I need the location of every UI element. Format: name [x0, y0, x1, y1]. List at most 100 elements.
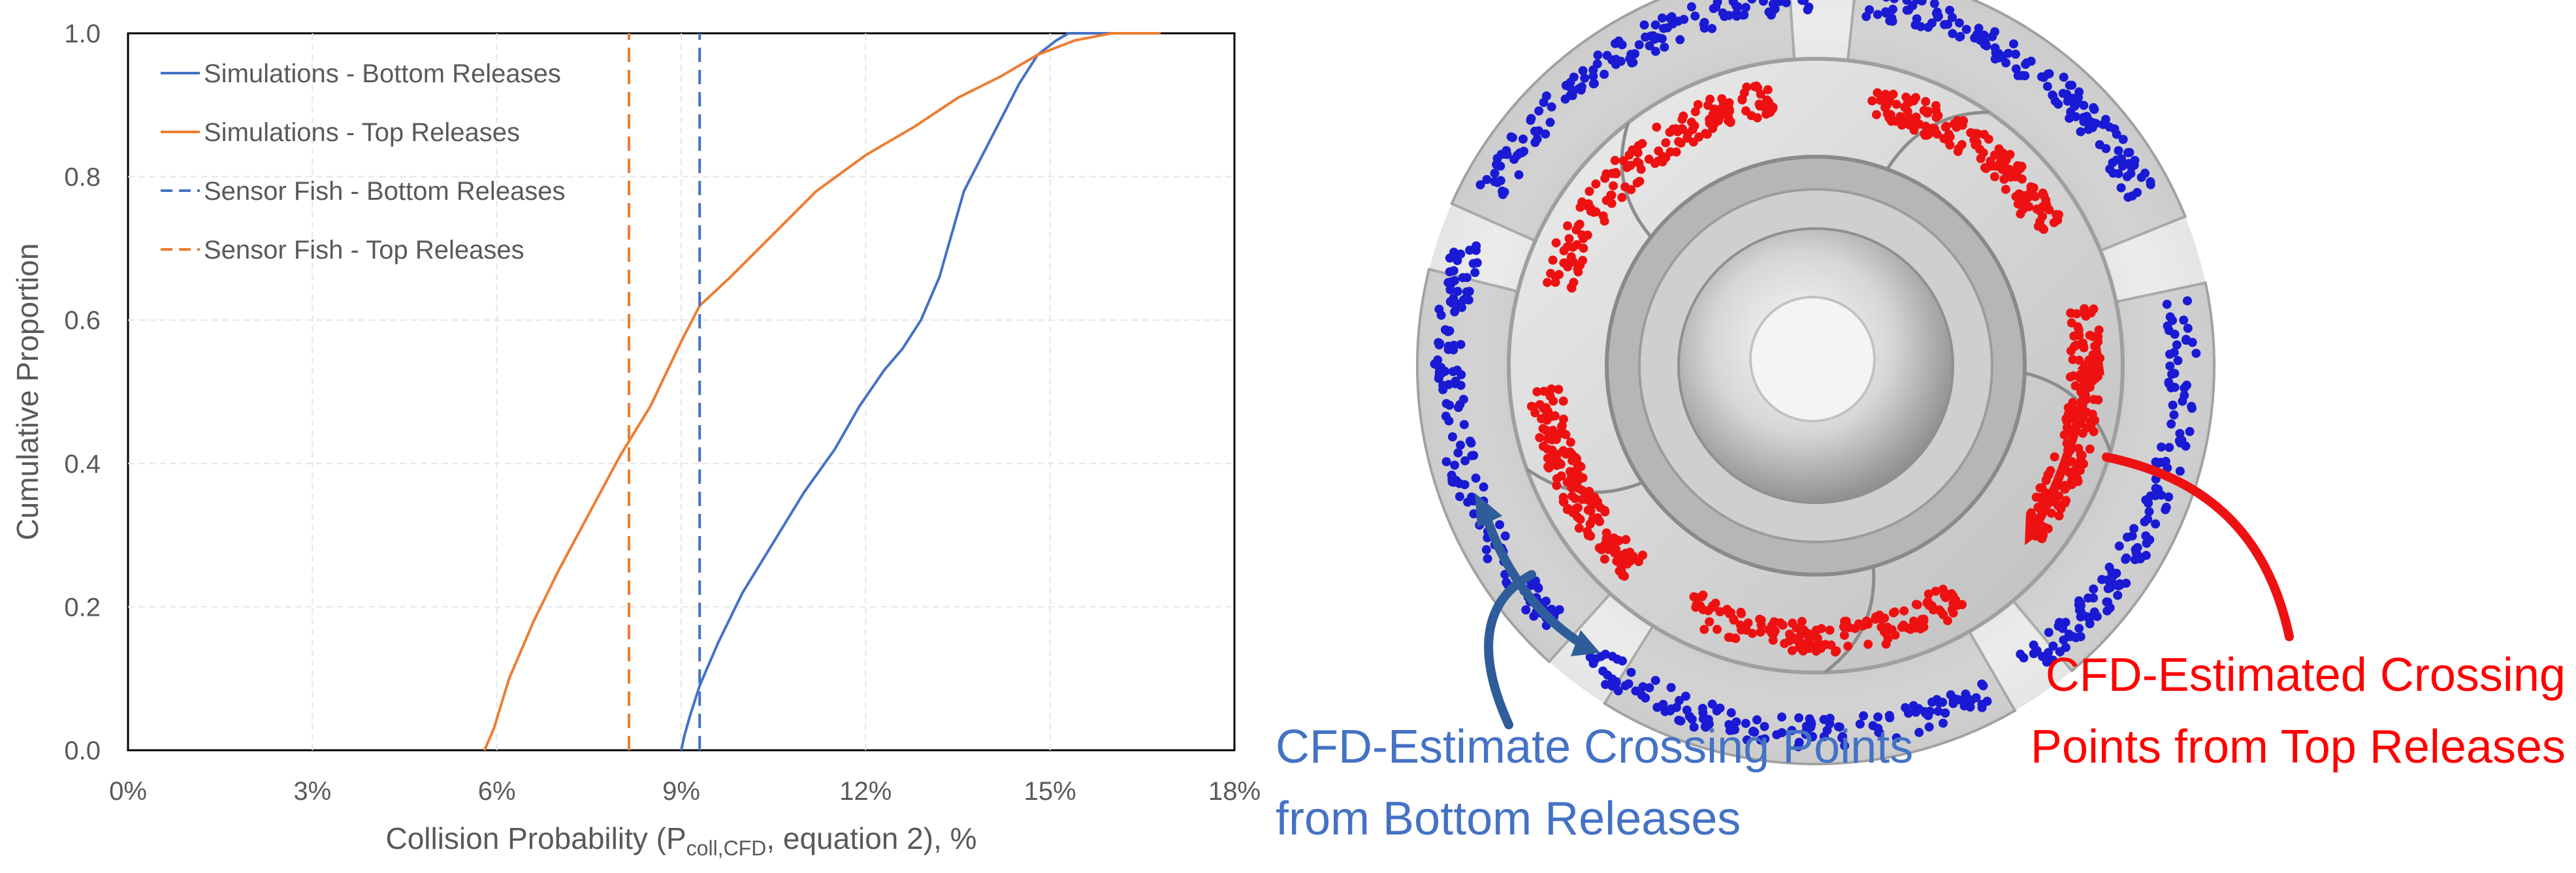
crossing-point — [1530, 408, 1540, 418]
crossing-point — [1939, 590, 1949, 600]
crossing-point — [2073, 322, 2083, 332]
crossing-point — [1703, 101, 1713, 110]
crossing-point — [1872, 110, 1881, 119]
crossing-point — [1946, 690, 1956, 700]
crossing-point — [1788, 633, 1798, 643]
crossing-point — [2017, 174, 2027, 184]
crossing-point — [1457, 302, 1466, 312]
crossing-point — [1686, 2, 1696, 12]
crossing-point — [1453, 287, 1462, 296]
crossing-point — [2011, 192, 2021, 202]
crossing-point — [1801, 729, 1811, 739]
crossing-point — [1556, 471, 1566, 481]
crossing-point — [2175, 428, 2185, 438]
crossing-point — [1675, 695, 1684, 705]
crossing-point — [1472, 241, 1481, 251]
x-tick-label: 3% — [293, 777, 331, 806]
crossing-point — [2048, 91, 2058, 101]
crossing-point — [1589, 78, 1599, 88]
crossing-point — [2133, 187, 2142, 197]
crossing-point — [1470, 268, 1480, 278]
crossing-point — [1627, 58, 1637, 68]
crossing-point — [2037, 483, 2047, 492]
crossing-point — [2187, 404, 2197, 413]
crossing-point — [1954, 18, 1964, 28]
crossing-point — [1801, 722, 1811, 731]
crossing-point — [2183, 296, 2192, 306]
crossing-point — [1914, 727, 1924, 737]
crossing-point — [1568, 89, 1577, 99]
crossing-point — [1577, 494, 1587, 504]
crossing-point — [2002, 171, 2012, 181]
crossing-point — [2070, 341, 2079, 351]
crossing-point — [1875, 95, 1885, 105]
crossing-point — [1892, 99, 1901, 109]
crossing-point — [1887, 625, 1897, 635]
legend: Simulations - Bottom Releases Simulations… — [161, 59, 566, 264]
crossing-point — [1756, 627, 1765, 637]
crossing-point — [2011, 50, 2020, 59]
crossing-point — [1445, 285, 1455, 294]
crossing-point — [2166, 383, 2176, 392]
crossing-point — [1990, 172, 1999, 182]
crossing-point — [1462, 273, 1472, 283]
crossing-point — [1475, 180, 1485, 189]
crossing-point — [1705, 617, 1715, 627]
crossing-point — [1945, 5, 1955, 15]
crossing-point — [1645, 41, 1654, 51]
crossing-point — [1448, 367, 1458, 377]
crossing-point — [1543, 462, 1553, 471]
crossing-point — [1541, 91, 1551, 101]
crossing-point — [1693, 100, 1703, 110]
crossing-point — [1462, 287, 1472, 296]
crossing-point — [1557, 421, 1567, 430]
crossing-point — [1737, 95, 1747, 104]
crossing-point — [1541, 129, 1551, 139]
crossing-point — [1641, 693, 1650, 703]
crossing-point — [1553, 449, 1562, 459]
crossing-point — [2144, 507, 2154, 516]
crossing-point — [1585, 652, 1595, 662]
crossing-point — [1839, 622, 1848, 631]
crossing-point — [1573, 464, 1583, 473]
crossing-point — [1699, 20, 1709, 29]
crossing-point — [1909, 616, 1918, 626]
crossing-point — [1787, 725, 1797, 735]
crossing-point — [1564, 234, 1574, 244]
crossing-point — [2178, 396, 2187, 406]
crossing-point — [1681, 691, 1690, 701]
crossing-point — [1714, 114, 1724, 124]
crossing-point — [1715, 703, 1725, 713]
crossing-point — [1888, 16, 1897, 26]
crossing-point — [1456, 340, 1466, 349]
crossing-point — [2044, 627, 2053, 637]
crossing-point — [1573, 84, 1583, 94]
crossing-point — [1519, 146, 1528, 156]
crossing-point — [2085, 444, 2095, 454]
crossing-point — [2079, 101, 2089, 110]
crossing-point — [1635, 176, 1645, 186]
crossing-point — [1453, 448, 1463, 458]
crossing-point — [2123, 532, 2132, 542]
crossing-point — [1658, 151, 1667, 161]
crossing-point — [2054, 511, 2064, 521]
y-axis-ticks: 0.0 0.2 0.4 0.6 0.8 1.0 — [64, 20, 101, 765]
crossing-point — [2113, 590, 2123, 600]
crossing-point — [2172, 340, 2182, 350]
crossing-point — [1975, 35, 1985, 45]
crossing-point — [1547, 102, 1556, 112]
crossing-point — [1562, 242, 1572, 251]
crossing-point — [1867, 96, 1877, 106]
crossing-point — [1943, 20, 1953, 29]
crossing-point — [2168, 400, 2178, 410]
crossing-point — [1892, 733, 1901, 742]
crossing-point — [1560, 259, 1570, 268]
crossing-point — [1931, 105, 1941, 115]
bottom-release-crossing-points — [1430, 0, 2201, 752]
crossing-point — [1707, 24, 1717, 33]
crossing-point — [2068, 355, 2078, 364]
crossing-point — [1940, 708, 1950, 718]
crossing-point — [1600, 554, 1609, 564]
crossing-point — [2105, 583, 2115, 592]
crossing-point — [1684, 712, 1694, 721]
